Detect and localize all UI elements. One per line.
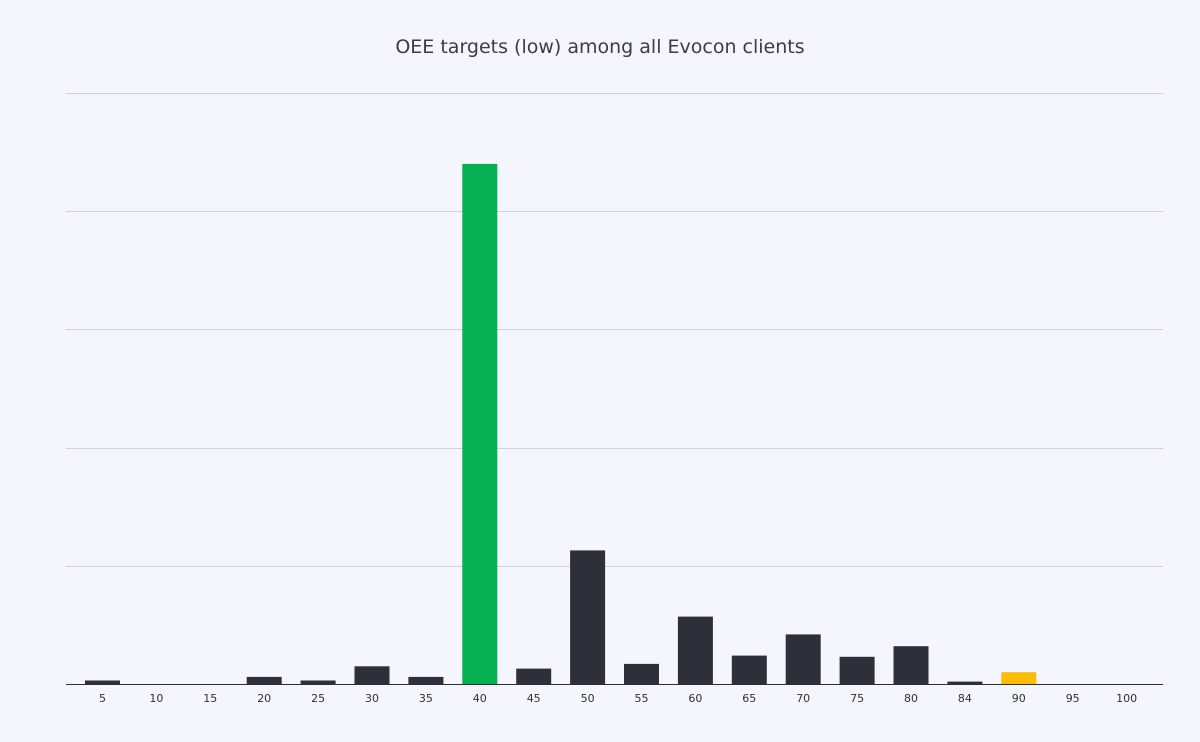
x-tick-label-50: 50 xyxy=(581,692,595,705)
x-tick-label-10: 10 xyxy=(149,692,163,705)
bar-75 xyxy=(839,656,875,684)
x-tick-label-5: 5 xyxy=(99,692,106,705)
bar-25 xyxy=(300,680,336,684)
bar-45 xyxy=(516,668,552,684)
bar-84 xyxy=(947,681,983,684)
x-tick-label-84: 84 xyxy=(958,692,972,705)
bar-60 xyxy=(677,616,713,684)
x-tick-label-15: 15 xyxy=(203,692,217,705)
x-tick-label-90: 90 xyxy=(1012,692,1026,705)
x-axis-tick-labels: 5 10 15 20 25 30 35 40 45 50 55 60 65 70 75 80 84 90 95 100 xyxy=(99,692,1137,705)
x-tick-label-40: 40 xyxy=(473,692,487,705)
chart-title: OEE targets (low) among all Evocon clien… xyxy=(395,36,805,58)
x-tick-label-70: 70 xyxy=(796,692,810,705)
x-tick-label-65: 65 xyxy=(742,692,756,705)
x-tick-label-55: 55 xyxy=(635,692,649,705)
x-tick-label-75: 75 xyxy=(850,692,864,705)
x-tick-label-95: 95 xyxy=(1066,692,1080,705)
bar-40 xyxy=(462,163,498,684)
bar-65 xyxy=(731,655,767,684)
x-tick-label-60: 60 xyxy=(688,692,702,705)
bar-5 xyxy=(85,680,120,684)
bar-30 xyxy=(354,666,390,684)
x-tick-label-80: 80 xyxy=(904,692,918,705)
x-tick-label-20: 20 xyxy=(257,692,271,705)
bar-35 xyxy=(408,676,444,684)
bar-20 xyxy=(246,676,282,684)
bars xyxy=(85,163,1037,684)
x-tick-label-25: 25 xyxy=(311,692,325,705)
bar-50 xyxy=(570,550,606,684)
x-tick-label-30: 30 xyxy=(365,692,379,705)
x-tick-label-35: 35 xyxy=(419,692,433,705)
bar-55 xyxy=(624,663,659,684)
gridlines xyxy=(66,93,1163,567)
bar-90 xyxy=(1001,672,1037,684)
bar-70 xyxy=(785,634,821,684)
x-tick-label-100: 100 xyxy=(1116,692,1137,705)
bar-80 xyxy=(893,646,929,684)
x-tick-label-45: 45 xyxy=(527,692,541,705)
